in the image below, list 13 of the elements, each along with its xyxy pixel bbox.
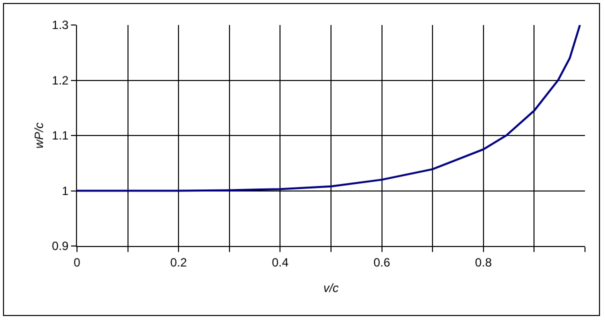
y-axis-title: wP/c — [32, 122, 46, 149]
line-series — [77, 25, 581, 192]
y-tick-label: 1.3 — [52, 18, 69, 32]
x-tick-label: 0.4 — [272, 255, 289, 270]
y-tick-label: 1.1 — [52, 128, 69, 143]
x-tick-label: 0.8 — [475, 255, 492, 270]
y-tick-label: 1 — [62, 184, 69, 198]
x-tick-label: 0 — [74, 255, 81, 270]
x-tick-label: 0.2 — [170, 255, 188, 270]
y-tick-label: 1.2 — [52, 73, 69, 88]
x-tick-label: 0.6 — [373, 255, 390, 270]
y-tick-label: 0.9 — [52, 239, 69, 254]
x-axis-title: v/c — [323, 281, 339, 295]
